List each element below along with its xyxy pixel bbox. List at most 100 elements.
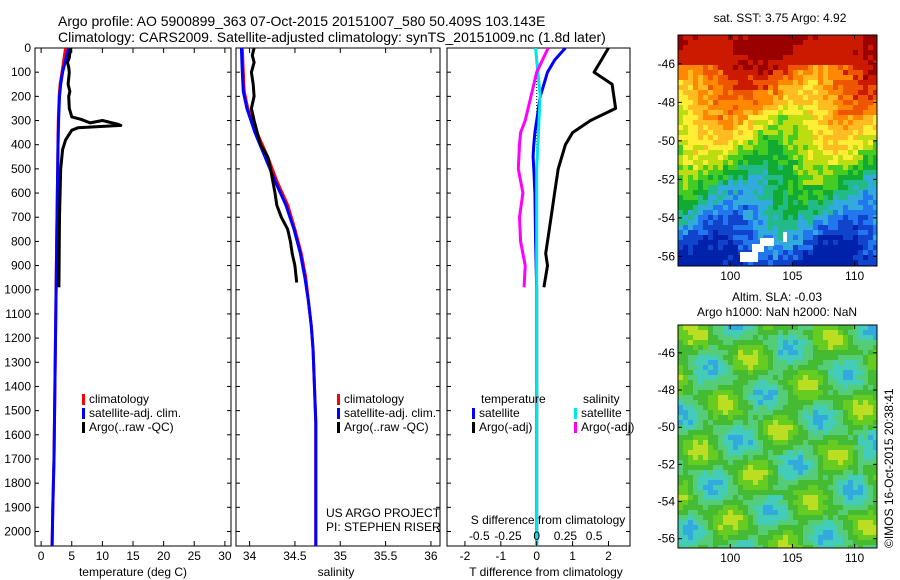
sla-cell	[848, 535, 853, 540]
sst-cell	[758, 35, 763, 40]
sst-cell	[763, 115, 768, 120]
sla-cell	[778, 530, 783, 535]
sla-cell	[758, 390, 763, 395]
sst-cell	[808, 110, 813, 115]
sst-cell	[723, 115, 728, 120]
sst-cell	[808, 245, 813, 250]
sst-cell	[738, 150, 743, 155]
sst-cell	[773, 140, 778, 145]
sla-map-image	[678, 325, 877, 548]
sst-cell	[778, 55, 783, 60]
figure-title: Argo profile: AO 5900899_363 07-Oct-2015…	[58, 13, 545, 29]
sla-cell	[688, 455, 693, 460]
sla-cell	[703, 465, 708, 470]
sst-cell	[718, 90, 723, 95]
sst-cell	[793, 200, 798, 205]
sla-cell	[803, 370, 808, 375]
sla-cell	[818, 540, 823, 545]
sst-cell	[693, 135, 698, 140]
sla-cell	[793, 530, 798, 535]
sla-cell	[713, 335, 718, 340]
sla-cell	[738, 505, 743, 510]
sla-cell	[723, 495, 728, 500]
sla-cell	[713, 445, 718, 450]
sst-cell	[868, 105, 873, 110]
sst-cell	[838, 70, 843, 75]
sst-cell	[793, 250, 798, 255]
sst-cell	[728, 175, 733, 180]
sst-cell	[813, 250, 818, 255]
sst-cell	[698, 55, 703, 60]
sst-cell	[753, 70, 758, 75]
sst-cell	[828, 110, 833, 115]
sla-cell	[693, 425, 698, 430]
sst-cell	[698, 175, 703, 180]
sla-cell	[728, 510, 733, 515]
sst-cell	[868, 145, 873, 150]
sla-cell	[743, 455, 748, 460]
sla-cell	[678, 405, 683, 410]
sla-cell	[823, 540, 828, 545]
sst-cell	[863, 65, 868, 70]
sst-cell	[848, 100, 853, 105]
sla-cell	[678, 325, 683, 330]
sst-cell	[743, 65, 748, 70]
sst-cell	[728, 50, 733, 55]
sst-cell	[773, 255, 778, 260]
sst-cell	[843, 55, 848, 60]
sla-cell	[728, 330, 733, 335]
sst-cell	[818, 170, 823, 175]
sla-cell	[733, 375, 738, 380]
sla-cell	[723, 395, 728, 400]
sst-cell	[853, 40, 858, 45]
sla-cell	[808, 340, 813, 345]
sla-cell	[778, 485, 783, 490]
x-tick-label: 34	[243, 549, 257, 563]
sst-cell	[778, 85, 783, 90]
sla-cell	[728, 425, 733, 430]
sla-cell	[703, 405, 708, 410]
sst-cell	[783, 80, 788, 85]
sla-cell	[828, 445, 833, 450]
sst-cell	[768, 40, 773, 45]
sla-cell	[843, 430, 848, 435]
sst-cell	[868, 245, 873, 250]
sla-cell	[803, 355, 808, 360]
sst-cell	[863, 235, 868, 240]
sst-cell	[713, 245, 718, 250]
sst-cell	[843, 110, 848, 115]
sst-cell	[833, 80, 838, 85]
sla-cell	[763, 450, 768, 455]
sst-cell	[703, 45, 708, 50]
sla-cell	[798, 350, 803, 355]
sla-cell	[793, 485, 798, 490]
sst-cell	[753, 100, 758, 105]
sst-cell	[698, 250, 703, 255]
sst-cell	[713, 150, 718, 155]
sst-cell	[818, 225, 823, 230]
sst-cell	[873, 45, 877, 50]
sst-cell	[713, 105, 718, 110]
sla-cell	[728, 400, 733, 405]
sla-cell	[698, 380, 703, 385]
sla-cell	[753, 455, 758, 460]
sla-cell	[693, 490, 698, 495]
sla-cell	[808, 495, 813, 500]
sla-cell	[733, 425, 738, 430]
sla-cell	[693, 420, 698, 425]
sla-cell	[868, 415, 873, 420]
sst-cell	[703, 240, 708, 245]
sst-cell	[858, 220, 863, 225]
sst-cell	[828, 190, 833, 195]
sla-cell	[808, 450, 813, 455]
sla-cell	[788, 360, 793, 365]
sla-cell	[873, 500, 877, 505]
sst-cell	[838, 170, 843, 175]
sla-cell	[738, 495, 743, 500]
sla-cell	[793, 415, 798, 420]
sla-cell	[853, 515, 858, 520]
sst-cell	[803, 240, 808, 245]
sla-cell	[708, 365, 713, 370]
sst-cell	[758, 260, 763, 265]
sla-cell	[868, 445, 873, 450]
